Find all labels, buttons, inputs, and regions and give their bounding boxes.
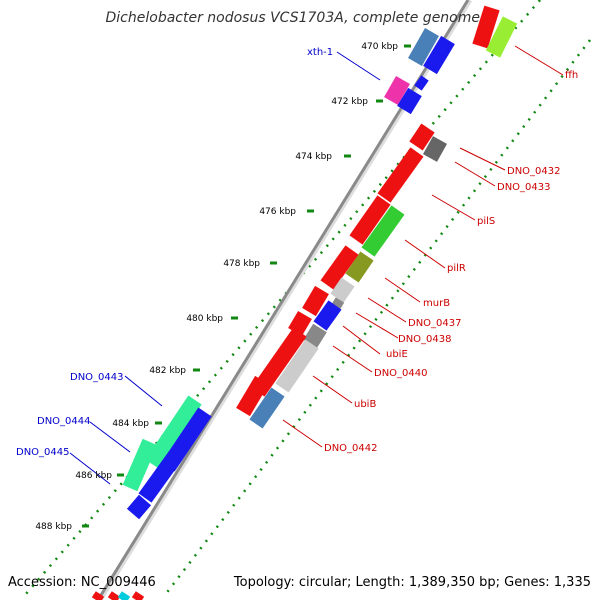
gene-label: DNO_0442 (324, 443, 378, 454)
gene-pilR (361, 205, 405, 257)
gene-DNO-0442 (249, 387, 285, 429)
outer-dotted-track (24, 0, 541, 596)
gene-DNO-0432 (409, 123, 435, 151)
kbp-tick-labels: 470 kbp 472 kbp 474 kbp 476 kbp 478 kbp … (35, 42, 398, 532)
tick-label: 484 kbp (112, 419, 149, 429)
gene-forward (423, 35, 455, 75)
gene-reverse (302, 285, 329, 317)
forward-gene-labels: xth-1 DNO_0443 DNO_0444 DNO_0445 (16, 47, 333, 458)
gene-label: murB (423, 298, 450, 309)
gene-DNO-0433 (423, 136, 447, 162)
gene-label: DNO_0444 (37, 416, 91, 427)
gene-label: pilS (477, 216, 495, 227)
gene-label: DNO_0432 (507, 166, 561, 177)
gene-label: DNO_0437 (408, 318, 462, 329)
label-leaders-reverse (282, 45, 564, 448)
gene-murB (345, 251, 374, 283)
gene-label: DNO_0440 (374, 368, 428, 379)
forward-genes (122, 28, 455, 520)
tick-label: 480 kbp (186, 314, 223, 324)
tick-label: 474 kbp (295, 152, 332, 162)
bottom-genes (91, 591, 145, 600)
tick-label: 472 kbp (331, 97, 368, 107)
gene-reverse (320, 245, 359, 290)
gene-forward (414, 75, 429, 91)
gene-forward (138, 450, 183, 503)
gene-DNO-0444 (122, 438, 158, 492)
accession-text: Accession: NC_009446 (8, 575, 156, 590)
tick-label: 488 kbp (35, 522, 72, 532)
gene-label: ubiE (386, 349, 408, 360)
gene-label: DNO_0433 (497, 182, 551, 193)
tick-label: 482 kbp (149, 366, 186, 376)
inner-dotted-track (164, 39, 591, 596)
gene-DNO-0437 (330, 277, 355, 303)
tick-label: 478 kbp (223, 259, 260, 269)
gene-DNO-0440 (303, 323, 327, 349)
map-title: Dichelobacter nodosus VCS1703A, complete… (106, 10, 480, 26)
reverse-genes (236, 5, 518, 429)
gene-reverse (288, 310, 312, 337)
backbone-shadow (97, 0, 473, 600)
gene-label: xth-1 (307, 47, 333, 58)
tick-label: 486 kbp (75, 471, 112, 481)
gene-label: ffh (565, 70, 578, 81)
gene-forward (397, 87, 422, 115)
gene-pilS (349, 195, 391, 245)
genome-backbone (96, 0, 470, 600)
gene-label: DNO_0445 (16, 447, 70, 458)
topology-text: Topology: circular; Length: 1,389,350 bp… (233, 575, 591, 590)
gene-label: pilR (447, 263, 466, 274)
gene-ffh-partner (485, 16, 518, 58)
gene-reverse (236, 375, 269, 417)
tick-marks (82, 44, 411, 528)
tick-label: 470 kbp (361, 42, 398, 52)
tick-label: 476 kbp (259, 207, 296, 217)
gene-forward (408, 28, 439, 66)
gene-label: DNO_0438 (398, 334, 452, 345)
gene-ffh (472, 5, 500, 49)
gene-ubiE (313, 300, 342, 331)
gene-label: DNO_0443 (70, 372, 124, 383)
gene-ubiB (275, 339, 319, 393)
gene-label: ubiB (354, 399, 376, 410)
gene-DNO-0443 (145, 395, 202, 469)
gene-reverse (377, 147, 424, 203)
gene-DNO-0445 (126, 494, 152, 520)
label-leaders-forward (69, 51, 381, 485)
gene-xth-1 (384, 76, 410, 105)
reverse-gene-labels: ffh DNO_0432 DNO_0433 pilS pilR murB DNO… (324, 70, 578, 454)
